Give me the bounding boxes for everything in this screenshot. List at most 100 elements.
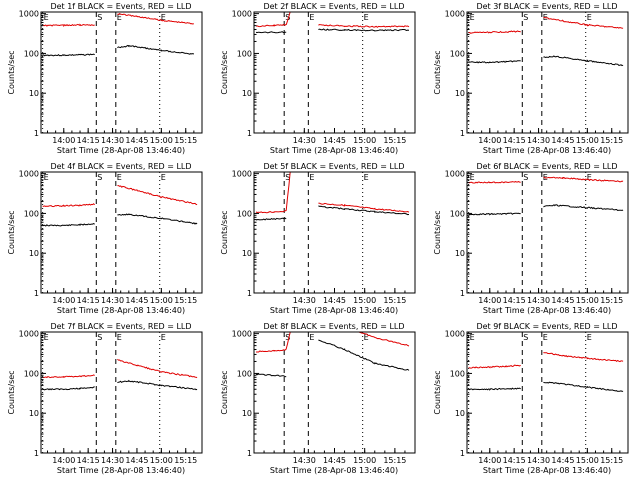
event-marker-label: S xyxy=(285,333,290,342)
x-tick-label: 15:00 xyxy=(353,136,376,145)
x-axis-label: Start Time (28-Apr-08 13:46:40) xyxy=(483,306,611,315)
y-tick-label: 100 xyxy=(237,209,252,218)
event-marker-label: S xyxy=(285,173,290,182)
y-tick-label: 100 xyxy=(24,209,39,218)
x-tick-label: 14:15 xyxy=(503,296,526,305)
x-tick-label: 15:00 xyxy=(576,296,599,305)
x-tick-label: 14:15 xyxy=(77,136,100,145)
lld-series-line xyxy=(543,176,624,183)
events-series-line xyxy=(117,379,198,391)
lld-series-line xyxy=(318,23,410,28)
x-tick-label: 14:30 xyxy=(527,136,550,145)
events-series-line xyxy=(318,28,410,32)
panel-title: Det 2f BLACK = Events, RED = LLD xyxy=(263,2,404,11)
events-series-line xyxy=(117,44,195,55)
lld-series-line xyxy=(468,30,521,34)
y-tick-label: 1000 xyxy=(19,10,39,19)
plot-frame xyxy=(40,331,203,454)
y-tick-label: 100 xyxy=(450,49,465,58)
event-marker-label: E xyxy=(44,173,49,182)
y-tick-label: 1 xyxy=(460,129,465,138)
x-tick-label: 14:45 xyxy=(551,136,574,145)
x-tick-label: 14:30 xyxy=(293,456,316,465)
plot-frame xyxy=(466,331,629,454)
event-marker-label: E xyxy=(44,13,49,22)
y-tick-label: 10 xyxy=(29,249,39,258)
y-axis-label: Counts/sec xyxy=(433,370,442,414)
x-tick-label: 14:00 xyxy=(52,296,75,305)
y-tick-label: 10 xyxy=(455,409,465,418)
lld-series-line xyxy=(42,23,95,28)
y-tick-label: 100 xyxy=(237,369,252,378)
y-axis-label: Counts/sec xyxy=(433,210,442,254)
event-marker-label: S xyxy=(285,13,290,22)
y-axis-label: Counts/sec xyxy=(7,210,16,254)
events-series-line xyxy=(468,60,521,64)
detector-panel: Det 5f BLACK = Events, RED = LLD S E E 1 10 10… xyxy=(220,162,416,315)
event-marker-label: E xyxy=(309,173,314,182)
y-tick-label: 100 xyxy=(450,209,465,218)
lld-series-line xyxy=(543,16,624,29)
x-tick-label: 14:45 xyxy=(323,456,346,465)
y-tick-label: 1 xyxy=(460,289,465,298)
panel-title: Det 7f BLACK = Events, RED = LLD xyxy=(50,322,191,331)
event-marker-label: S xyxy=(97,13,102,22)
y-tick-label: 100 xyxy=(237,49,252,58)
y-tick-label: 100 xyxy=(24,369,39,378)
x-tick-label: 14:15 xyxy=(77,456,100,465)
plot-frame xyxy=(466,171,629,294)
y-axis-label: Counts/sec xyxy=(433,50,442,94)
lld-series-line xyxy=(318,202,410,213)
event-marker-label: E xyxy=(587,173,592,182)
x-tick-label: 15:15 xyxy=(174,456,197,465)
event-marker-label: S xyxy=(523,333,528,342)
panel-title: Det 1f BLACK = Events, RED = LLD xyxy=(50,2,191,11)
events-series-line xyxy=(543,55,624,67)
x-tick-label: 14:30 xyxy=(527,296,550,305)
events-series-line xyxy=(42,53,95,57)
y-tick-label: 1 xyxy=(34,289,39,298)
lld-series-line xyxy=(42,374,95,379)
x-tick-label: 15:00 xyxy=(353,456,376,465)
plot-frame xyxy=(253,171,416,294)
plot-frame xyxy=(40,11,203,134)
events-series-line xyxy=(543,204,624,212)
panel-title: Det 8f BLACK = Events, RED = LLD xyxy=(263,322,404,331)
y-axis-label: Counts/sec xyxy=(7,50,16,94)
x-tick-label: 14:15 xyxy=(77,296,100,305)
panel-title: Det 6f BLACK = Events, RED = LLD xyxy=(476,162,617,171)
lld-series-line xyxy=(117,185,198,206)
y-tick-label: 10 xyxy=(242,409,252,418)
x-tick-label: 14:45 xyxy=(125,456,148,465)
panel-title: Det 3f BLACK = Events, RED = LLD xyxy=(476,2,617,11)
x-tick-label: 14:30 xyxy=(101,136,124,145)
x-tick-label: 15:15 xyxy=(174,296,197,305)
event-marker-label: S xyxy=(97,173,102,182)
panel-title: Det 4f BLACK = Events, RED = LLD xyxy=(50,162,191,171)
y-tick-label: 1000 xyxy=(445,170,465,179)
events-series-line xyxy=(543,381,624,392)
x-tick-label: 14:30 xyxy=(293,136,316,145)
events-series-line xyxy=(255,373,287,378)
event-marker-label: E xyxy=(364,333,369,342)
lld-series-line xyxy=(468,181,521,184)
event-marker-label: E xyxy=(470,173,475,182)
event-marker-label: E xyxy=(161,333,166,342)
events-series-line xyxy=(255,217,287,221)
x-tick-label: 14:00 xyxy=(478,296,501,305)
y-tick-label: 1000 xyxy=(445,330,465,339)
event-marker-label: S xyxy=(97,333,102,342)
event-marker-label: E xyxy=(470,333,475,342)
x-tick-label: 15:15 xyxy=(600,136,623,145)
lld-series-line xyxy=(117,358,198,379)
y-tick-label: 10 xyxy=(29,409,39,418)
x-tick-label: 15:00 xyxy=(150,456,173,465)
events-series-line xyxy=(42,386,95,391)
x-tick-label: 14:00 xyxy=(478,136,501,145)
x-tick-label: 15:00 xyxy=(576,136,599,145)
